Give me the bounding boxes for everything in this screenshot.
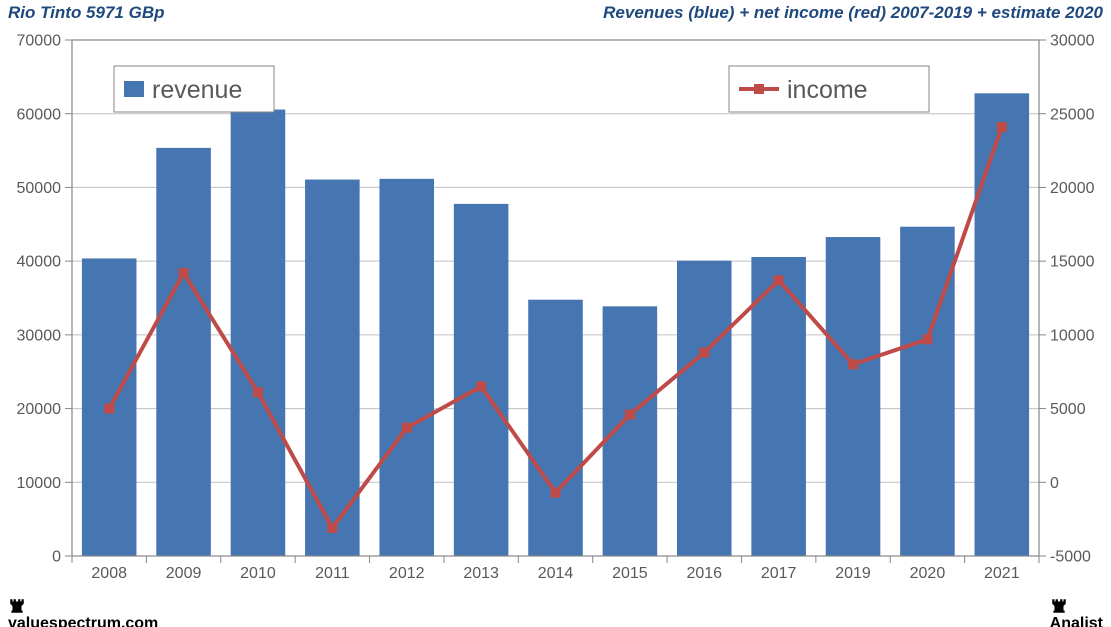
x-tick-label: 2015 [612, 565, 648, 582]
x-tick-label: 2021 [984, 565, 1020, 582]
x-tick-label: 2019 [835, 565, 871, 582]
bar-revenue [231, 110, 285, 556]
y-right-tick-label: 0 [1050, 475, 1059, 492]
y-left-tick-label: 70000 [17, 33, 62, 50]
x-tick-label: 2012 [389, 565, 425, 582]
y-right-tick-label: 10000 [1050, 327, 1095, 344]
legend-revenue-swatch [124, 81, 144, 97]
x-tick-label: 2010 [240, 565, 276, 582]
y-right-tick-label: -5000 [1050, 549, 1091, 566]
bar-revenue [454, 204, 508, 556]
marker-income [327, 523, 337, 533]
y-right-tick-label: 5000 [1050, 401, 1086, 418]
x-tick-label: 2009 [166, 565, 202, 582]
bar-revenue [975, 94, 1029, 556]
y-left-tick-label: 60000 [17, 106, 62, 123]
bar-revenue [677, 261, 731, 556]
source-text: valuespectrum.com [8, 615, 158, 627]
bar-revenue [529, 300, 583, 556]
marker-income [253, 387, 263, 397]
chart-frame: { "header": { "title_left": "Rio Tinto 5… [0, 0, 1111, 627]
chart-svg: 010000200003000040000500006000070000-500… [4, 26, 1107, 602]
rook-icon [8, 597, 26, 615]
marker-income [848, 359, 858, 369]
chart-title-right: Revenues (blue) + net income (red) 2007-… [603, 3, 1103, 23]
brand-text: Analist [1050, 615, 1103, 627]
marker-income [402, 423, 412, 433]
y-right-tick-label: 25000 [1050, 106, 1095, 123]
marker-income [104, 404, 114, 414]
marker-income [699, 348, 709, 358]
x-tick-label: 2013 [463, 565, 499, 582]
legend-revenue-label: revenue [152, 76, 242, 104]
bar-revenue [826, 238, 880, 556]
x-tick-label: 2017 [761, 565, 797, 582]
brand-label: Analist [1050, 597, 1103, 627]
marker-income [625, 409, 635, 419]
marker-income [922, 334, 932, 344]
rook-icon [1050, 597, 1068, 615]
chart-footer: valuespectrum.com Analist [0, 603, 1111, 627]
y-left-tick-label: 0 [52, 549, 61, 566]
marker-income [476, 381, 486, 391]
x-tick-label: 2020 [910, 565, 946, 582]
y-left-tick-label: 10000 [17, 475, 62, 492]
legend-income-label: income [787, 76, 868, 104]
y-right-tick-label: 30000 [1050, 33, 1095, 50]
y-left-tick-label: 40000 [17, 254, 62, 271]
y-left-tick-label: 20000 [17, 401, 62, 418]
y-right-tick-label: 20000 [1050, 180, 1095, 197]
chart-plot: 010000200003000040000500006000070000-500… [4, 26, 1107, 602]
x-tick-label: 2011 [315, 565, 350, 582]
x-tick-label: 2014 [538, 565, 574, 582]
marker-income [997, 122, 1007, 132]
bar-revenue [157, 148, 211, 556]
y-left-tick-label: 50000 [17, 180, 62, 197]
chart-header: Rio Tinto 5971 GBp Revenues (blue) + net… [0, 0, 1111, 26]
chart-title-left: Rio Tinto 5971 GBp [8, 3, 165, 23]
y-left-tick-label: 30000 [17, 327, 62, 344]
y-right-tick-label: 15000 [1050, 254, 1095, 271]
bar-revenue [380, 179, 434, 556]
marker-income [551, 488, 561, 498]
marker-income [179, 268, 189, 278]
marker-income [774, 275, 784, 285]
legend-income-marker [754, 84, 764, 94]
source-label: valuespectrum.com [8, 597, 158, 627]
x-tick-label: 2016 [686, 565, 722, 582]
bar-revenue [901, 227, 955, 556]
x-tick-label: 2008 [91, 565, 127, 582]
